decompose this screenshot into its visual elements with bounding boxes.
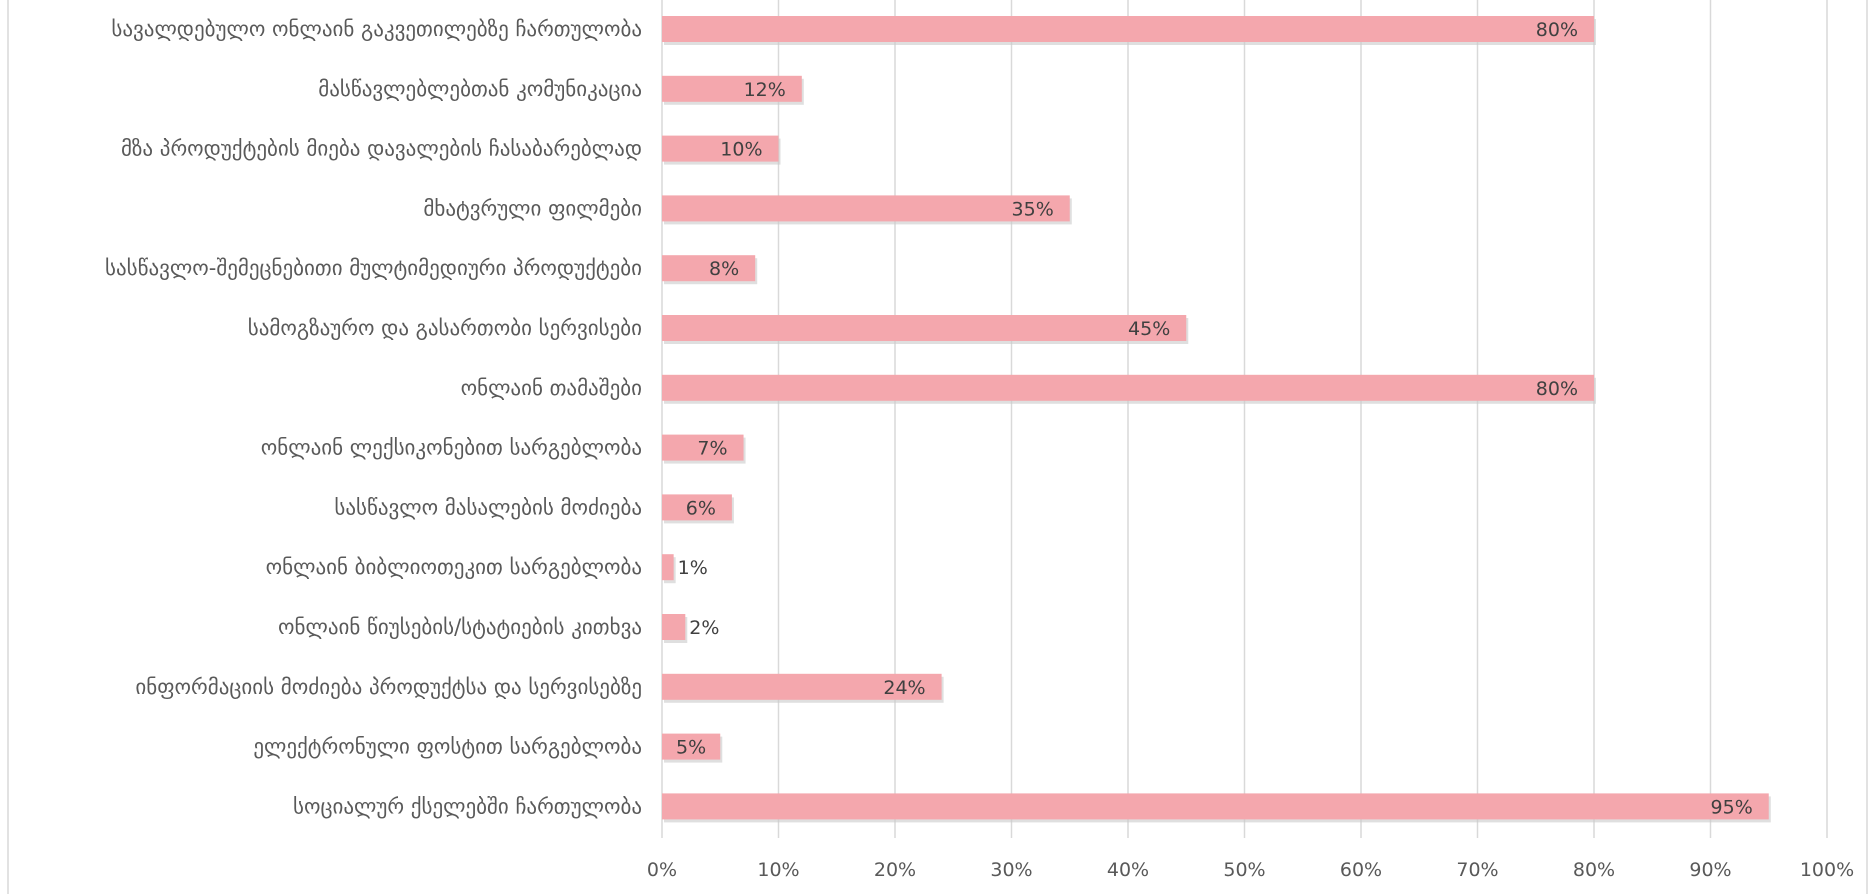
bar [662, 673, 942, 700]
bar [662, 195, 1070, 222]
data-label: 80% [1536, 19, 1578, 41]
category-label: ელექტრონული ფოსტით სარგებლობა [253, 735, 642, 759]
x-tick-label: 40% [1107, 859, 1149, 881]
x-tick-label: 80% [1573, 859, 1615, 881]
data-label: 1% [678, 557, 708, 579]
bar [662, 434, 744, 461]
data-label: 12% [744, 79, 786, 101]
data-label: 6% [686, 497, 716, 519]
bar [662, 16, 1594, 42]
bar [662, 793, 1769, 820]
x-tick-label: 90% [1689, 859, 1731, 881]
bar [662, 75, 802, 102]
category-label: სამოგზაურო და გასართობი სერვისები [248, 316, 642, 340]
category-label: სასწავლო-შემეცნებითი მულტიმედიური პროდუქ… [105, 256, 642, 280]
category-label: ონლაინ ლექსიკონებით სარგებლობა [261, 436, 642, 460]
category-label: ონლაინ წიუსების/სტატიების კითხვა [278, 615, 642, 639]
bar [662, 374, 1594, 401]
bar [662, 554, 674, 581]
data-label: 2% [689, 617, 719, 639]
x-tick-label: 30% [990, 859, 1032, 881]
x-tick-label: 70% [1456, 859, 1498, 881]
category-label: ინფორმაციის მოძიება პროდუქტსა და სერვისე… [135, 675, 642, 699]
category-label: სოციალურ ქსელებში ჩართულობა [293, 794, 642, 818]
x-tick-label: 60% [1340, 859, 1382, 881]
bar [662, 135, 779, 162]
category-label: მასწავლებლებთან კომუნიკაცია [318, 77, 642, 101]
data-label: 45% [1128, 318, 1170, 340]
data-label: 80% [1536, 378, 1578, 400]
category-label: მზა პროდუქტების მიება დავალების ჩასაბარე… [121, 137, 642, 161]
category-label: სავალდებულო ონლაინ გაკვეთილებზე ჩართულობ… [111, 17, 642, 41]
data-label: 5% [676, 737, 706, 759]
bar [662, 494, 732, 521]
bar [662, 255, 756, 282]
data-label: 7% [697, 438, 727, 460]
data-label: 35% [1012, 198, 1054, 220]
data-label: 95% [1711, 796, 1753, 818]
category-label: სასწავლო მასალების მოძიება [334, 495, 642, 519]
bar [662, 315, 1187, 341]
x-tick-label: 50% [1223, 859, 1265, 881]
x-tick-label: 0% [647, 859, 677, 881]
category-label: მხატვრული ფილმები [423, 196, 642, 220]
x-tick-label: 20% [874, 859, 916, 881]
category-label: ონლაინ თამაშები [461, 376, 642, 400]
bar [662, 614, 686, 640]
x-tick-label: 10% [757, 859, 799, 881]
category-label: ონლაინ ბიბლიოთეკით სარგებლობა [266, 555, 642, 579]
x-tick-label: 100% [1800, 859, 1854, 881]
data-label: 24% [883, 677, 925, 699]
data-label: 10% [720, 139, 762, 161]
bar [662, 733, 721, 760]
data-label: 8% [709, 258, 739, 280]
